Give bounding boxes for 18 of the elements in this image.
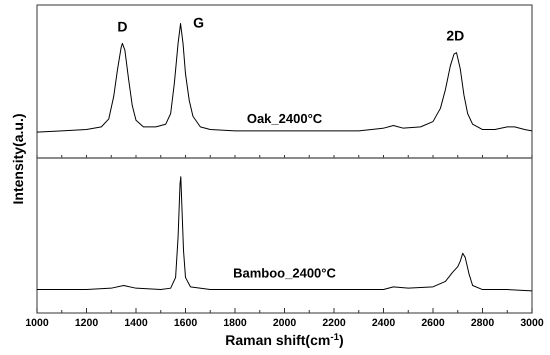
x-tick-label: 2200 [322, 317, 346, 329]
x-tick-label: 1400 [124, 317, 148, 329]
annotation: D [117, 18, 128, 34]
series-label: Oak_2400°C [246, 110, 323, 126]
x-axis-title: Raman shift(cm$^{-1}$) [225, 332, 344, 348]
x-tick-label: 1200 [74, 317, 98, 329]
x-tick-label: 1800 [223, 317, 247, 329]
annotation: 2D [446, 28, 464, 44]
x-tick-label: 1600 [174, 317, 198, 329]
x-tick-label: 2600 [421, 317, 445, 329]
annotation: G [193, 14, 204, 31]
x-tick-label: 3000 [520, 317, 544, 329]
x-tick-label: 2400 [372, 317, 396, 329]
y-axis-title: Intensity(a.u.) [10, 113, 26, 205]
x-tick-label: 1000 [25, 317, 49, 329]
series-label: Bamboo_2400°C [233, 265, 336, 280]
x-tick-label: 2800 [470, 317, 494, 329]
x-tick-label: 2000 [272, 317, 296, 329]
